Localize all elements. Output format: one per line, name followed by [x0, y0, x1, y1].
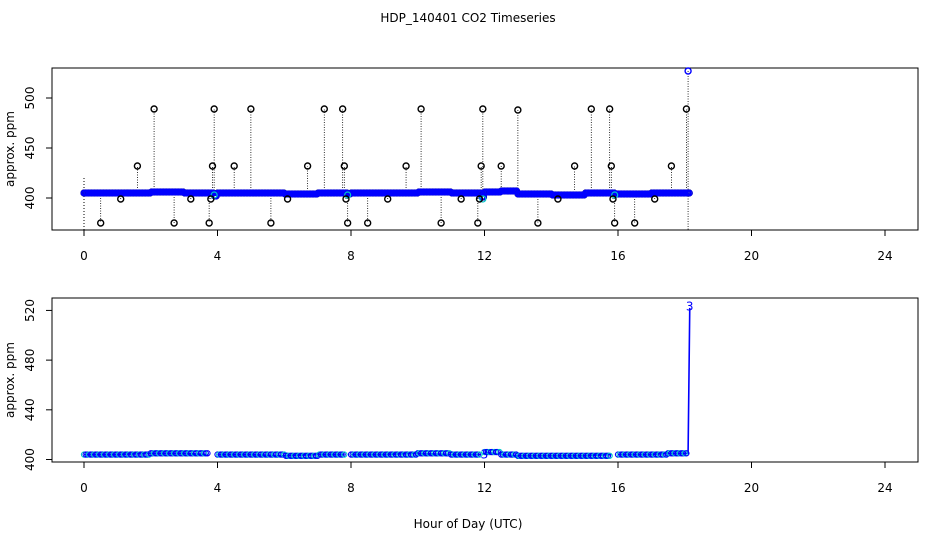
top-flag-point	[611, 191, 619, 199]
top-avg-point	[685, 189, 693, 197]
top-spike-point	[210, 105, 218, 113]
bottom-plot-frame	[51, 297, 919, 463]
top-spike-point	[117, 195, 125, 203]
top-x-tick-label: 12	[477, 249, 492, 263]
bottom-point-label: 3	[686, 300, 694, 314]
top-spike-point	[610, 219, 619, 227]
top-spike-point	[607, 162, 616, 170]
bottom-y-tick-label: 520	[23, 299, 37, 322]
chart-title: HDP_140401 CO2 Timeseries	[380, 11, 555, 25]
top-spike-point	[497, 162, 505, 170]
top-y-tick-label: 400	[23, 187, 37, 210]
top-spike-point	[609, 195, 617, 203]
bottom-x-tick-label: 4	[214, 481, 222, 495]
top-spike-point	[340, 162, 349, 170]
top-spike-point	[96, 219, 105, 227]
top-x-tick-label: 24	[877, 249, 892, 263]
top-spike-point	[205, 219, 213, 227]
top-spike-point	[682, 105, 691, 113]
bottom-x-tick-label: 24	[877, 481, 892, 495]
bottom-panel: approx. ppm 0 4 8 12 16 20 24 400 440 480 520 3 3	[3, 297, 919, 495]
top-spike-point	[320, 105, 328, 113]
top-spike-point	[587, 105, 595, 113]
top-x-tick-label: 4	[214, 249, 222, 263]
bottom-y-axis-label: approx. ppm	[3, 342, 17, 418]
top-spike-point	[283, 195, 292, 203]
bottom-x-tick-label: 20	[744, 481, 759, 495]
x-axis-label: Hour of Day (UTC)	[414, 517, 523, 531]
bottom-series-line	[618, 307, 691, 456]
top-panel: approx. ppm 0 4 8 12 16 20 24 400 450 500	[3, 67, 919, 263]
top-spike-point	[170, 219, 178, 227]
bottom-point-label: 3	[481, 448, 489, 462]
top-y-tick-label: 500	[23, 87, 37, 110]
top-spike-point	[207, 195, 215, 203]
top-peak-point	[684, 67, 692, 75]
top-spike-point	[477, 162, 485, 170]
top-spike-point	[208, 162, 217, 170]
top-spike-point	[402, 162, 410, 170]
bottom-y-tick-label: 400	[23, 448, 37, 471]
top-spike-point	[363, 219, 372, 227]
bottom-x-tick-label: 12	[477, 481, 492, 495]
top-spike-point	[338, 105, 347, 113]
top-spike-point	[570, 162, 579, 170]
top-spike-point	[133, 162, 142, 170]
bottom-y-tick-label: 480	[23, 349, 37, 372]
top-spike-point	[230, 162, 238, 170]
top-x-tick-label: 0	[80, 249, 88, 263]
bottom-point	[606, 452, 613, 459]
top-spike-point	[479, 105, 487, 113]
top-spike-point	[417, 105, 425, 113]
top-spike-point	[303, 162, 312, 170]
top-spike-point	[534, 219, 542, 227]
top-y-tick-label: 450	[23, 137, 37, 160]
top-spike-point	[475, 195, 484, 203]
top-x-tick-label: 8	[347, 249, 355, 263]
bottom-y-tick-label: 440	[23, 398, 37, 421]
top-spike-point	[605, 105, 614, 113]
top-spike-point	[342, 195, 350, 203]
top-x-tick-label: 20	[744, 249, 759, 263]
top-spike-point	[437, 219, 445, 227]
top-spike-point	[474, 219, 482, 227]
top-spike-point	[267, 219, 275, 227]
bottom-x-tick-label: 16	[610, 481, 625, 495]
top-spike-point	[343, 219, 352, 227]
top-spike-point	[554, 195, 562, 203]
top-plot-frame	[51, 67, 919, 231]
top-spike-point	[247, 105, 255, 113]
top-x-tick-label: 16	[610, 249, 625, 263]
top-y-axis-label: approx. ppm	[3, 111, 17, 187]
top-flag-point	[479, 195, 487, 203]
top-flag-point	[344, 191, 352, 199]
bottom-point	[683, 450, 690, 457]
top-spike-point	[514, 106, 522, 114]
top-spike-point	[630, 219, 639, 227]
bottom-point	[204, 450, 211, 457]
top-spike-point	[651, 195, 659, 203]
top-spike-point	[457, 195, 465, 203]
top-spike-point	[150, 105, 158, 113]
bottom-x-tick-label: 8	[347, 481, 355, 495]
top-spike-point	[667, 162, 676, 170]
bottom-point	[341, 451, 348, 458]
top-spike-point	[384, 195, 392, 203]
top-spike-point	[187, 195, 195, 203]
bottom-x-tick-label: 0	[80, 481, 88, 495]
bottom-point	[476, 451, 483, 458]
